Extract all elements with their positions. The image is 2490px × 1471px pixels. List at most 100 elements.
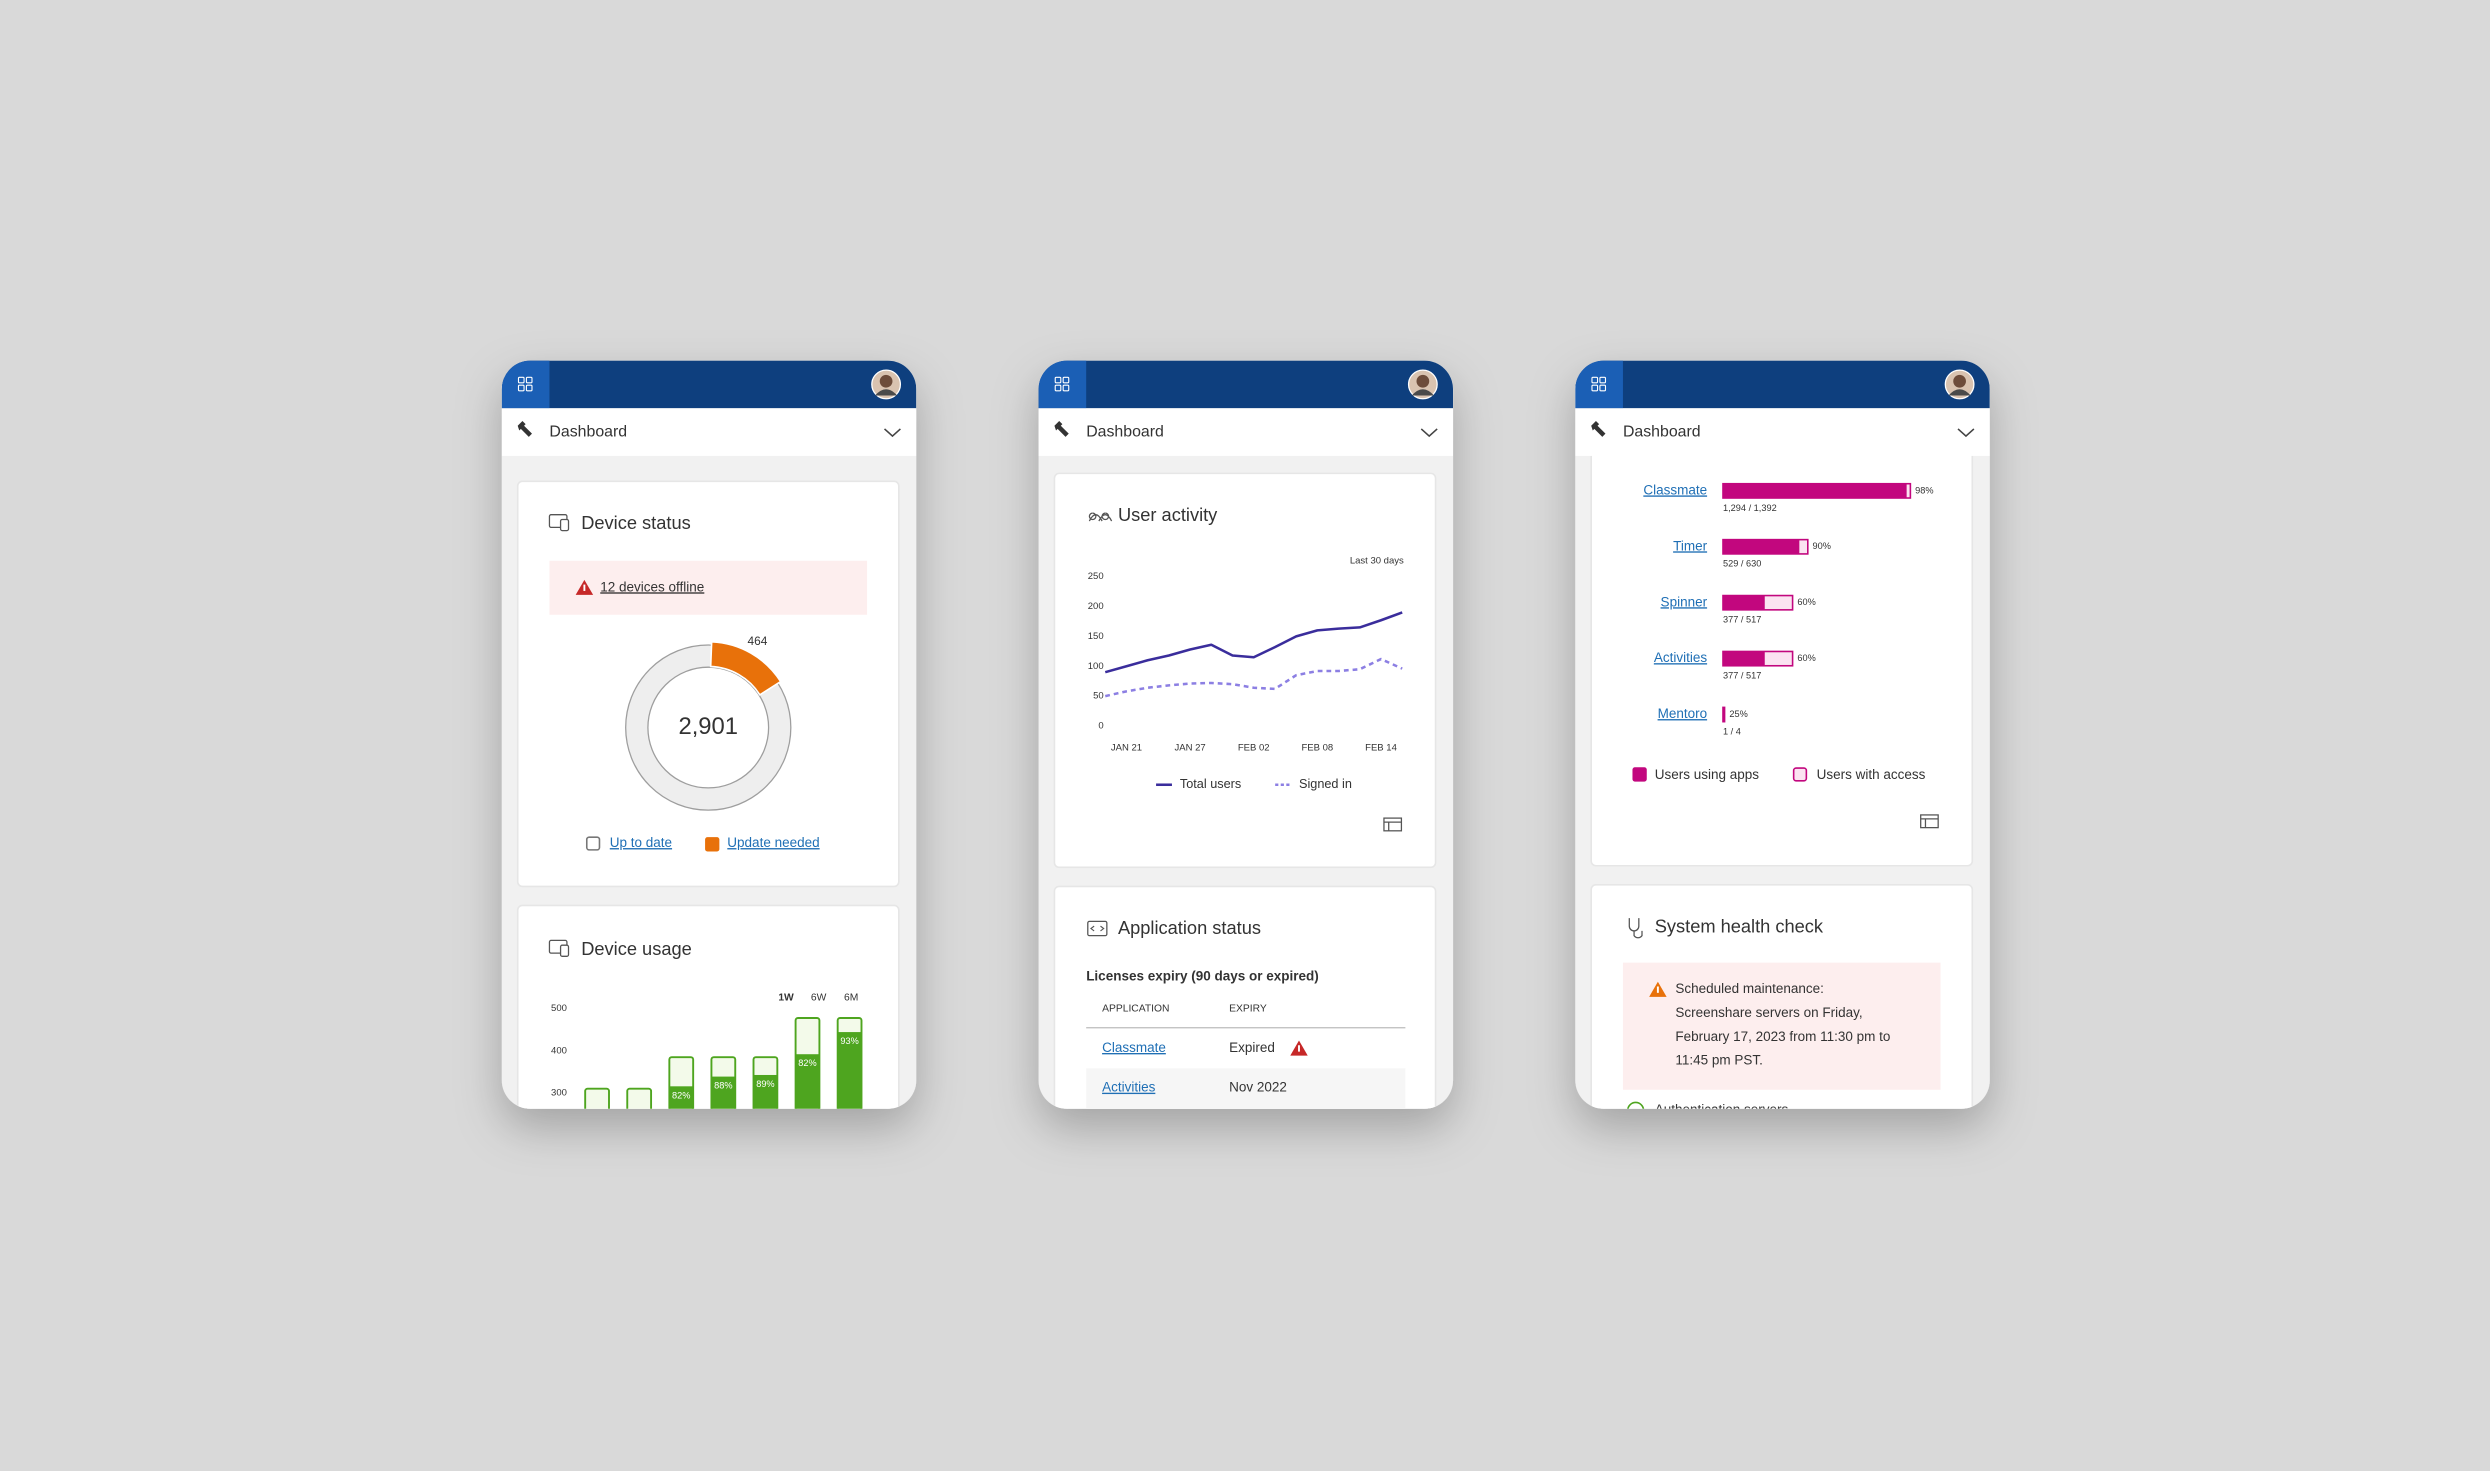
alert-text: February 17, 2023 from 11:30 pm to (1675, 1029, 1890, 1044)
legend-link[interactable]: Update needed (727, 835, 819, 850)
table-icon-lines (1920, 818, 1939, 828)
expiry: Expired (1229, 1040, 1275, 1055)
top-bar (1575, 360, 1990, 409)
launcher-dot (1062, 384, 1070, 392)
status-ok (1626, 1101, 1645, 1109)
chevron[interactable] (883, 428, 901, 438)
table-view-button[interactable] (1383, 817, 1403, 832)
donut-total: 2,901 (678, 713, 738, 740)
segment-label: 464 (748, 634, 768, 648)
launcher-dot (525, 384, 533, 392)
device-icon-phone (559, 944, 570, 957)
app-link[interactable]: Activities (1654, 650, 1708, 665)
donut-segment (709, 641, 782, 696)
legend-swatch (1792, 767, 1808, 782)
usage-bar (1722, 707, 1725, 722)
range-toggle[interactable]: 6M (844, 992, 858, 1003)
top-bar (1038, 360, 1454, 409)
launcher-dot (1591, 384, 1599, 392)
menu-bar[interactable] (1038, 408, 1454, 456)
percent-label: 60% (1797, 653, 1815, 663)
avatar-head (1953, 374, 1966, 388)
usage-fill (753, 1074, 778, 1109)
launcher-dot (1054, 376, 1062, 384)
app-icon (1087, 920, 1108, 937)
avatar-body (1948, 389, 1971, 396)
warning-mark (583, 584, 586, 591)
app-link[interactable]: Classmate (1643, 482, 1707, 497)
expiry: Nov 2022 (1229, 1080, 1287, 1095)
avatar-head (1416, 374, 1430, 388)
card-title: Device status (581, 512, 691, 533)
avatar-body (1411, 389, 1434, 396)
percent-label: 60% (1797, 597, 1815, 607)
device-icon-phone (559, 518, 570, 532)
legend-label: Users using apps (1655, 767, 1760, 782)
table-caption: Licenses expiry (90 days or expired) (1086, 969, 1319, 984)
legend-label: Signed in (1299, 777, 1352, 791)
legend-swatch (1632, 767, 1647, 782)
y-tick-label: 100 (1088, 661, 1104, 672)
legend-label: Total users (1180, 777, 1241, 791)
launcher-dot (1599, 376, 1607, 384)
top-bar (501, 360, 917, 409)
menu-bar[interactable] (501, 408, 917, 456)
usage-bar (1722, 595, 1765, 610)
card-title: User activity (1118, 504, 1218, 525)
alert-text: 11:45 pm PST. (1675, 1053, 1763, 1068)
users-icon (1088, 512, 1113, 522)
chevron[interactable] (1957, 428, 1975, 438)
app-link[interactable]: Spinner (1661, 594, 1708, 609)
usage-bar (1722, 539, 1800, 554)
y-tick-label: 0 (1098, 720, 1103, 731)
wrench-icon (1591, 420, 1606, 437)
alert-box (549, 560, 868, 615)
warning-mark (1298, 1045, 1300, 1052)
card-title: Application status (1118, 917, 1261, 938)
menu-bar[interactable] (1575, 408, 1990, 456)
y-tick-label: 50 (1093, 691, 1104, 702)
range-toggle[interactable]: 1W (778, 992, 794, 1003)
usage-bar (1722, 651, 1765, 666)
app-link[interactable]: Activities (1102, 1080, 1156, 1095)
legend-swatch (585, 836, 601, 851)
alert-text: Screenshare servers on Friday, (1675, 1005, 1862, 1020)
app-link[interactable]: Mentoro (1658, 706, 1708, 721)
column-header: EXPIRY (1229, 1003, 1267, 1014)
usage-bar (626, 1087, 653, 1109)
card-title: Device usage (581, 938, 692, 959)
table-view-button[interactable] (1920, 814, 1939, 829)
usage-bar (584, 1087, 610, 1109)
usage-bar (1722, 483, 1907, 499)
wrench-icon (517, 420, 532, 437)
legend-label: Users with access (1817, 767, 1926, 782)
donut-hole (647, 666, 770, 789)
percent-label: 90% (1813, 541, 1831, 551)
percent-label: 98% (1915, 485, 1933, 495)
user-count: 1 / 4 (1723, 726, 1741, 736)
app-link[interactable]: Classmate (1102, 1040, 1166, 1055)
column-header: APPLICATION (1102, 1003, 1169, 1014)
y-tick-label: 300 (551, 1087, 567, 1098)
warning-mark (1656, 986, 1659, 993)
legend-link[interactable]: Up to date (610, 835, 672, 850)
percent-label: 88% (714, 1081, 732, 1091)
usage-fill (837, 1032, 862, 1109)
x-tick-label: JAN 27 (1174, 743, 1205, 754)
avatar-body (874, 389, 898, 396)
percent-label: 89% (756, 1079, 774, 1089)
launcher-dot (1062, 376, 1070, 384)
chevron[interactable] (1420, 428, 1438, 438)
launcher-dot (525, 376, 533, 384)
avatar-head (879, 374, 893, 388)
phone-screen: Device status 12 devices offline 464 2,901 U… (501, 360, 917, 1109)
alert-link[interactable]: 12 devices offline (600, 579, 704, 594)
range-toggle[interactable]: 6W (811, 992, 827, 1003)
app-link[interactable]: Timer (1673, 538, 1707, 553)
table-icon-lines (1383, 821, 1402, 831)
percent-label: 82% (798, 1058, 816, 1068)
app-icon-code (1090, 925, 1105, 932)
menu-title: Dashboard (1086, 423, 1164, 440)
phone-screen: Classmate 98% 1,294 / 1,392 Timer 90% 529 / 6… (1575, 360, 1990, 1109)
